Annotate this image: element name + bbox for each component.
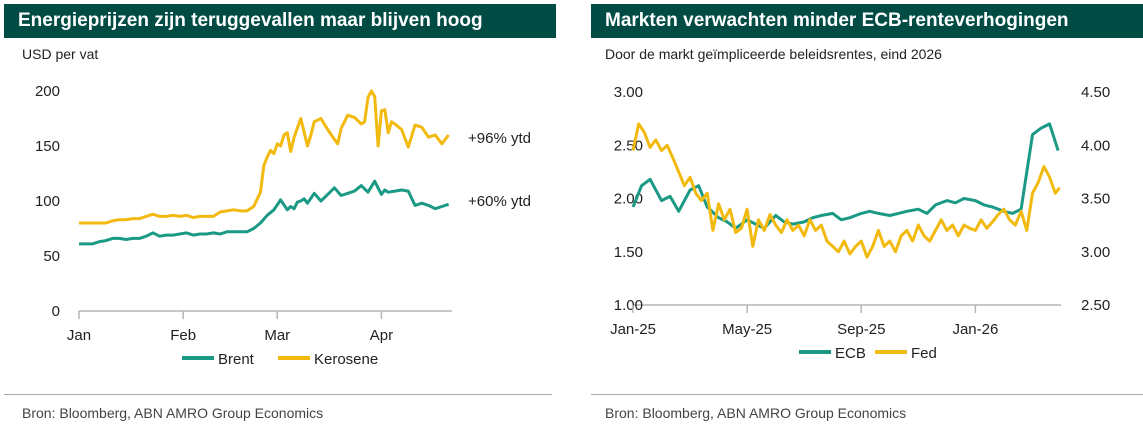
- left-chart-title: Energieprijzen zijn teruggevallen maar b…: [4, 4, 556, 38]
- legend-label-kerosene: Kerosene: [314, 351, 378, 368]
- left-chart-panel: Energieprijzen zijn teruggevallen maar b…: [0, 0, 556, 428]
- series-line-ecb: [631, 122, 1060, 230]
- series-line-brent: [79, 179, 450, 246]
- y-left-tick-label: 1.00: [614, 297, 643, 314]
- series-line-kerosene: [79, 89, 450, 225]
- y-right-tick-label: 4.50: [1081, 84, 1110, 101]
- left-source-note: Bron: Bloomberg, ABN AMRO Group Economic…: [22, 405, 324, 421]
- series-line-fed: [631, 122, 1061, 259]
- y-right-tick-label: 2.50: [1081, 297, 1110, 314]
- y-left-tick-label: 3.00: [614, 84, 643, 101]
- right-source-divider: [591, 394, 1143, 395]
- y-tick-label: 150: [35, 138, 60, 155]
- y-left-tick-label: 1.50: [614, 244, 643, 261]
- legend-label-brent: Brent: [218, 351, 255, 368]
- x-tick-label: Mar: [264, 327, 290, 344]
- left-chart-unit-label: USD per vat: [22, 46, 99, 62]
- y-right-tick-label: 3.00: [1081, 244, 1110, 261]
- x-tick-label: Apr: [370, 327, 393, 344]
- y-tick-label: 0: [52, 303, 60, 320]
- y-left-tick-label: 2.50: [614, 137, 643, 154]
- right-chart-title: Markten verwachten minder ECB-renteverho…: [591, 4, 1143, 38]
- x-tick-label: May-25: [722, 321, 772, 338]
- y-right-tick-label: 4.00: [1081, 137, 1110, 154]
- annotation-brent-ytd: +60% ytd: [468, 193, 531, 210]
- x-tick-label: Jan: [67, 327, 91, 344]
- y-right-tick-label: 3.50: [1081, 191, 1110, 208]
- legend-label-fed: Fed: [911, 345, 937, 362]
- left-source-divider: [4, 394, 552, 395]
- x-tick-label: Jan-26: [952, 321, 998, 338]
- right-chart-subtitle: Door de markt geïmpliceerde beleidsrente…: [605, 46, 942, 62]
- x-tick-label: Jan-25: [610, 321, 656, 338]
- y-tick-label: 100: [35, 193, 60, 210]
- x-tick-label: Feb: [170, 327, 196, 344]
- right-source-note: Bron: Bloomberg, ABN AMRO Group Economic…: [605, 405, 907, 421]
- y-tick-label: 50: [43, 248, 60, 265]
- policy-rate-chart: 1.001.502.002.503.002.503.003.504.004.50…: [610, 84, 1110, 362]
- energy-price-chart: 0 50 100 150 200 Jan Feb Mar Apr +96% ytd +60% ytd…: [35, 83, 531, 368]
- right-chart-panel: Markten verwachten minder ECB-renteverho…: [587, 0, 1143, 428]
- legend-label-ecb: ECB: [835, 345, 866, 362]
- x-tick-label: Sep-25: [837, 321, 885, 338]
- annotation-kerosene-ytd: +96% ytd: [468, 130, 531, 147]
- y-tick-label: 200: [35, 83, 60, 100]
